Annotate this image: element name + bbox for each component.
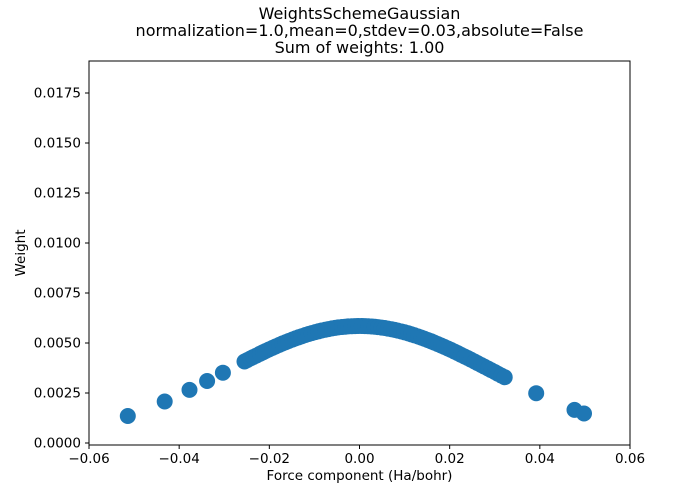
x-tick-label: 0.06 xyxy=(615,451,645,467)
plot-frame xyxy=(88,60,631,446)
scatter-point xyxy=(214,364,231,381)
y-tick-label: 0.0050 xyxy=(34,336,81,352)
scatter-point xyxy=(576,405,592,422)
x-tick-label: 0.00 xyxy=(344,451,374,467)
chart-title-line-3: Sum of weights: 1.00 xyxy=(274,38,445,57)
x-tick-label: 0.02 xyxy=(435,451,465,467)
scatter-point xyxy=(156,393,173,410)
scatter-point xyxy=(199,373,216,389)
scatter-point xyxy=(528,385,545,402)
x-tick-label: 0.04 xyxy=(525,451,555,467)
x-tick-label: −0.04 xyxy=(158,451,199,467)
y-tick-label: 0.0100 xyxy=(34,236,81,252)
chart-title-line-2: normalization=1.0,mean=0,stdev=0.03,abso… xyxy=(135,21,584,40)
y-tick-label: 0.0125 xyxy=(34,186,81,202)
scatter-point xyxy=(496,369,513,386)
chart-title-line-1: WeightsSchemeGaussian xyxy=(258,4,461,23)
x-tick-label: −0.02 xyxy=(249,451,290,467)
y-tick-label: 0.0000 xyxy=(34,436,81,452)
y-axis-label: Weight xyxy=(13,229,29,277)
y-tick-label: 0.0075 xyxy=(34,286,81,302)
y-tick-label: 0.0150 xyxy=(34,136,81,152)
y-tick-label: 0.0175 xyxy=(34,86,81,102)
y-tick-label: 0.0025 xyxy=(34,386,81,402)
x-tick-label: −0.06 xyxy=(68,451,109,467)
x-axis-label: Force component (Ha/bohr) xyxy=(266,468,453,484)
chart-title: WeightsSchemeGaussian normalization=1.0,… xyxy=(89,5,630,56)
scatter-point xyxy=(119,408,136,424)
scatter-point xyxy=(181,381,198,398)
